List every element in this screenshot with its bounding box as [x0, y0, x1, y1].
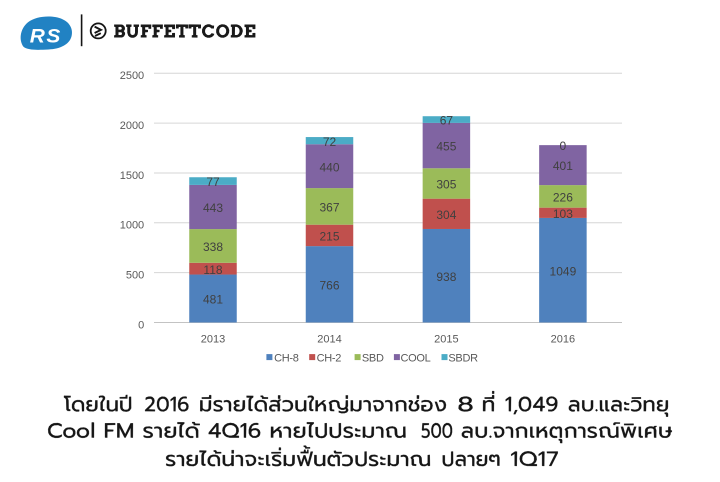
svg-text:304: 304 [436, 208, 456, 222]
svg-text:77: 77 [206, 175, 220, 189]
svg-text:401: 401 [553, 159, 573, 173]
svg-text:72: 72 [323, 135, 337, 149]
svg-text:1000: 1000 [120, 220, 144, 232]
svg-text:CH-8: CH-8 [274, 352, 299, 364]
svg-text:455: 455 [436, 140, 456, 154]
svg-text:103: 103 [553, 207, 573, 221]
svg-text:0: 0 [560, 139, 567, 153]
svg-text:COOL: COOL [401, 352, 431, 364]
svg-text:481: 481 [203, 293, 223, 307]
svg-text:RS: RS [30, 26, 62, 47]
svg-text:2015: 2015 [434, 333, 458, 345]
svg-text:305: 305 [436, 178, 456, 192]
svg-text:938: 938 [436, 270, 456, 284]
svg-text:2500: 2500 [120, 70, 144, 82]
svg-text:1500: 1500 [120, 170, 144, 182]
svg-text:118: 118 [203, 263, 222, 277]
svg-text:367: 367 [319, 201, 339, 215]
svg-text:215: 215 [319, 230, 339, 244]
svg-text:226: 226 [553, 190, 573, 204]
svg-text:2000: 2000 [120, 120, 144, 132]
svg-text:440: 440 [319, 160, 339, 174]
svg-text:500: 500 [126, 269, 144, 281]
svg-text:766: 766 [319, 278, 339, 292]
svg-text:2013: 2013 [201, 333, 225, 345]
svg-text:67: 67 [440, 114, 454, 128]
svg-text:443: 443 [203, 201, 223, 215]
svg-text:2016: 2016 [551, 333, 575, 345]
svg-text:0: 0 [138, 319, 144, 331]
svg-text:SBDR: SBDR [448, 352, 478, 364]
svg-text:SBD: SBD [362, 352, 384, 364]
svg-text:CH-2: CH-2 [317, 352, 342, 364]
svg-text:338: 338 [203, 240, 223, 254]
svg-text:2014: 2014 [317, 333, 341, 345]
svg-text:1049: 1049 [550, 264, 577, 278]
